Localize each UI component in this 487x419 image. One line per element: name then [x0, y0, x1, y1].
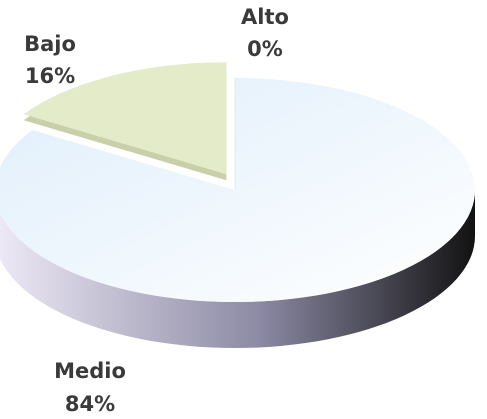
slice-label-alto-category: Alto: [241, 5, 289, 29]
pie-slices-group: [0, 62, 475, 348]
slice-medio-side: [0, 190, 475, 348]
slice-label-medio-category: Medio: [54, 359, 126, 383]
slice-label-medio-percent: 84%: [65, 392, 115, 416]
slice-label-bajo-category: Bajo: [24, 32, 76, 56]
slice-label-bajo-percent: 16%: [25, 64, 75, 88]
slice-bajo: [23, 62, 227, 175]
slice-medio: [0, 78, 475, 302]
slice-label-alto-percent: 0%: [247, 37, 283, 61]
